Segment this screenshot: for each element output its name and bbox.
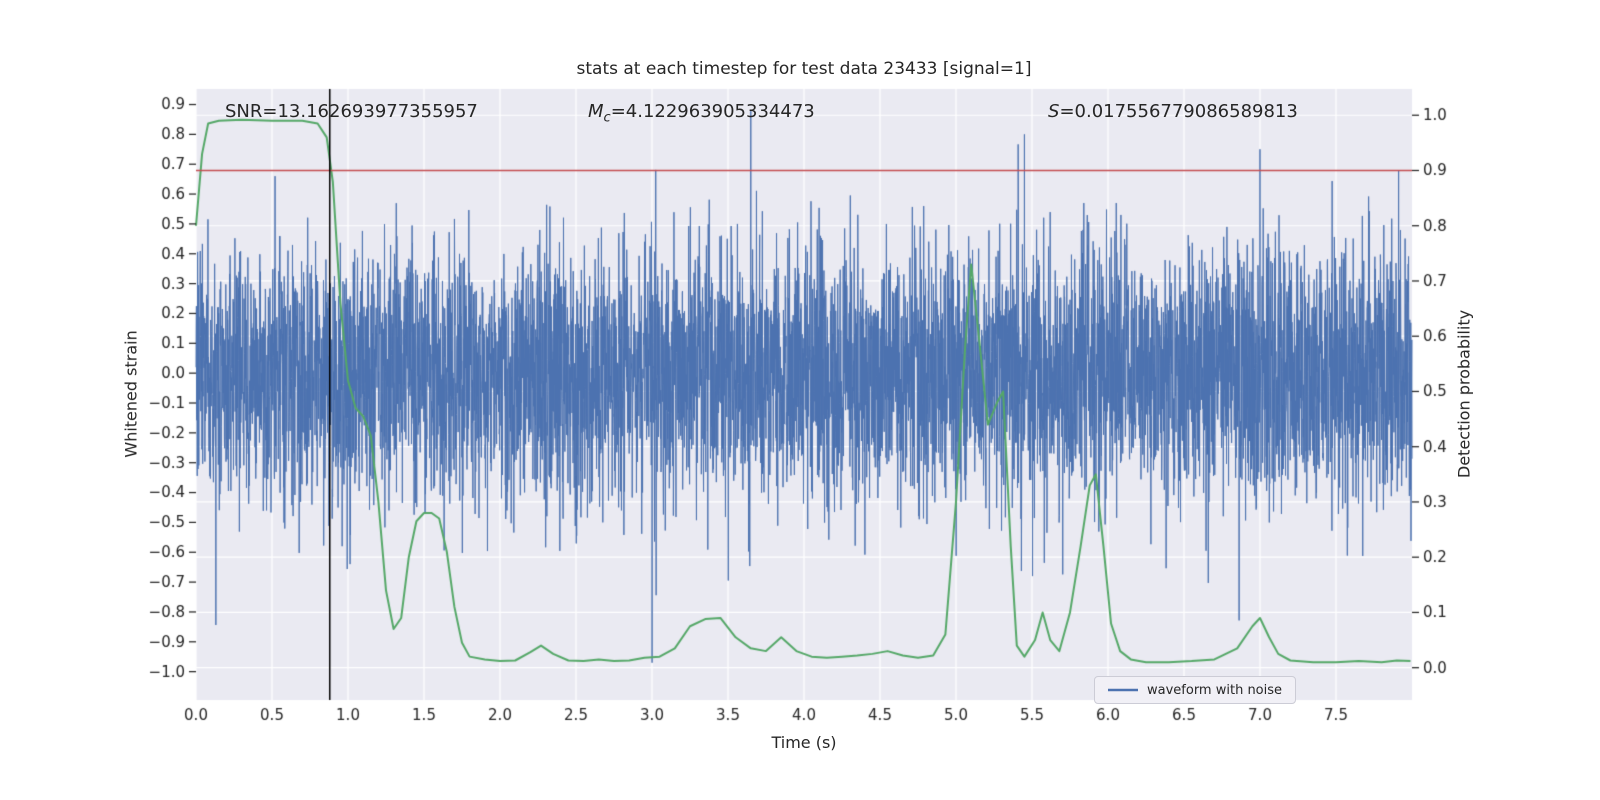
s-stat-value: =0.017556779086589813 [1059,101,1298,122]
y-axis-label-left: Whitened strain [121,330,141,458]
legend-line-icon [1108,688,1138,692]
s-stat-symbol: S [1048,101,1060,122]
chirp-mass-value: =4.122963905334473 [610,101,815,122]
chart-title: stats at each timestep for test data 234… [576,59,1032,79]
annotation-chirp-mass: Mc=4.122963905334473 [588,101,815,126]
chirp-mass-symbol: M [588,101,604,122]
legend: waveform with noise [1094,676,1297,704]
legend-label: waveform with noise [1147,682,1283,698]
x-axis-label: Time (s) [771,733,837,752]
annotation-s-stat: S=0.017556779086589813 [1048,101,1298,122]
chirp-mass-subscript: c [603,110,611,126]
y-axis-label-right: Detection probability [1454,309,1474,479]
annotation-snr: SNR=13.162693977355957 [225,101,478,122]
annotation-snr-text: SNR=13.162693977355957 [225,101,478,122]
